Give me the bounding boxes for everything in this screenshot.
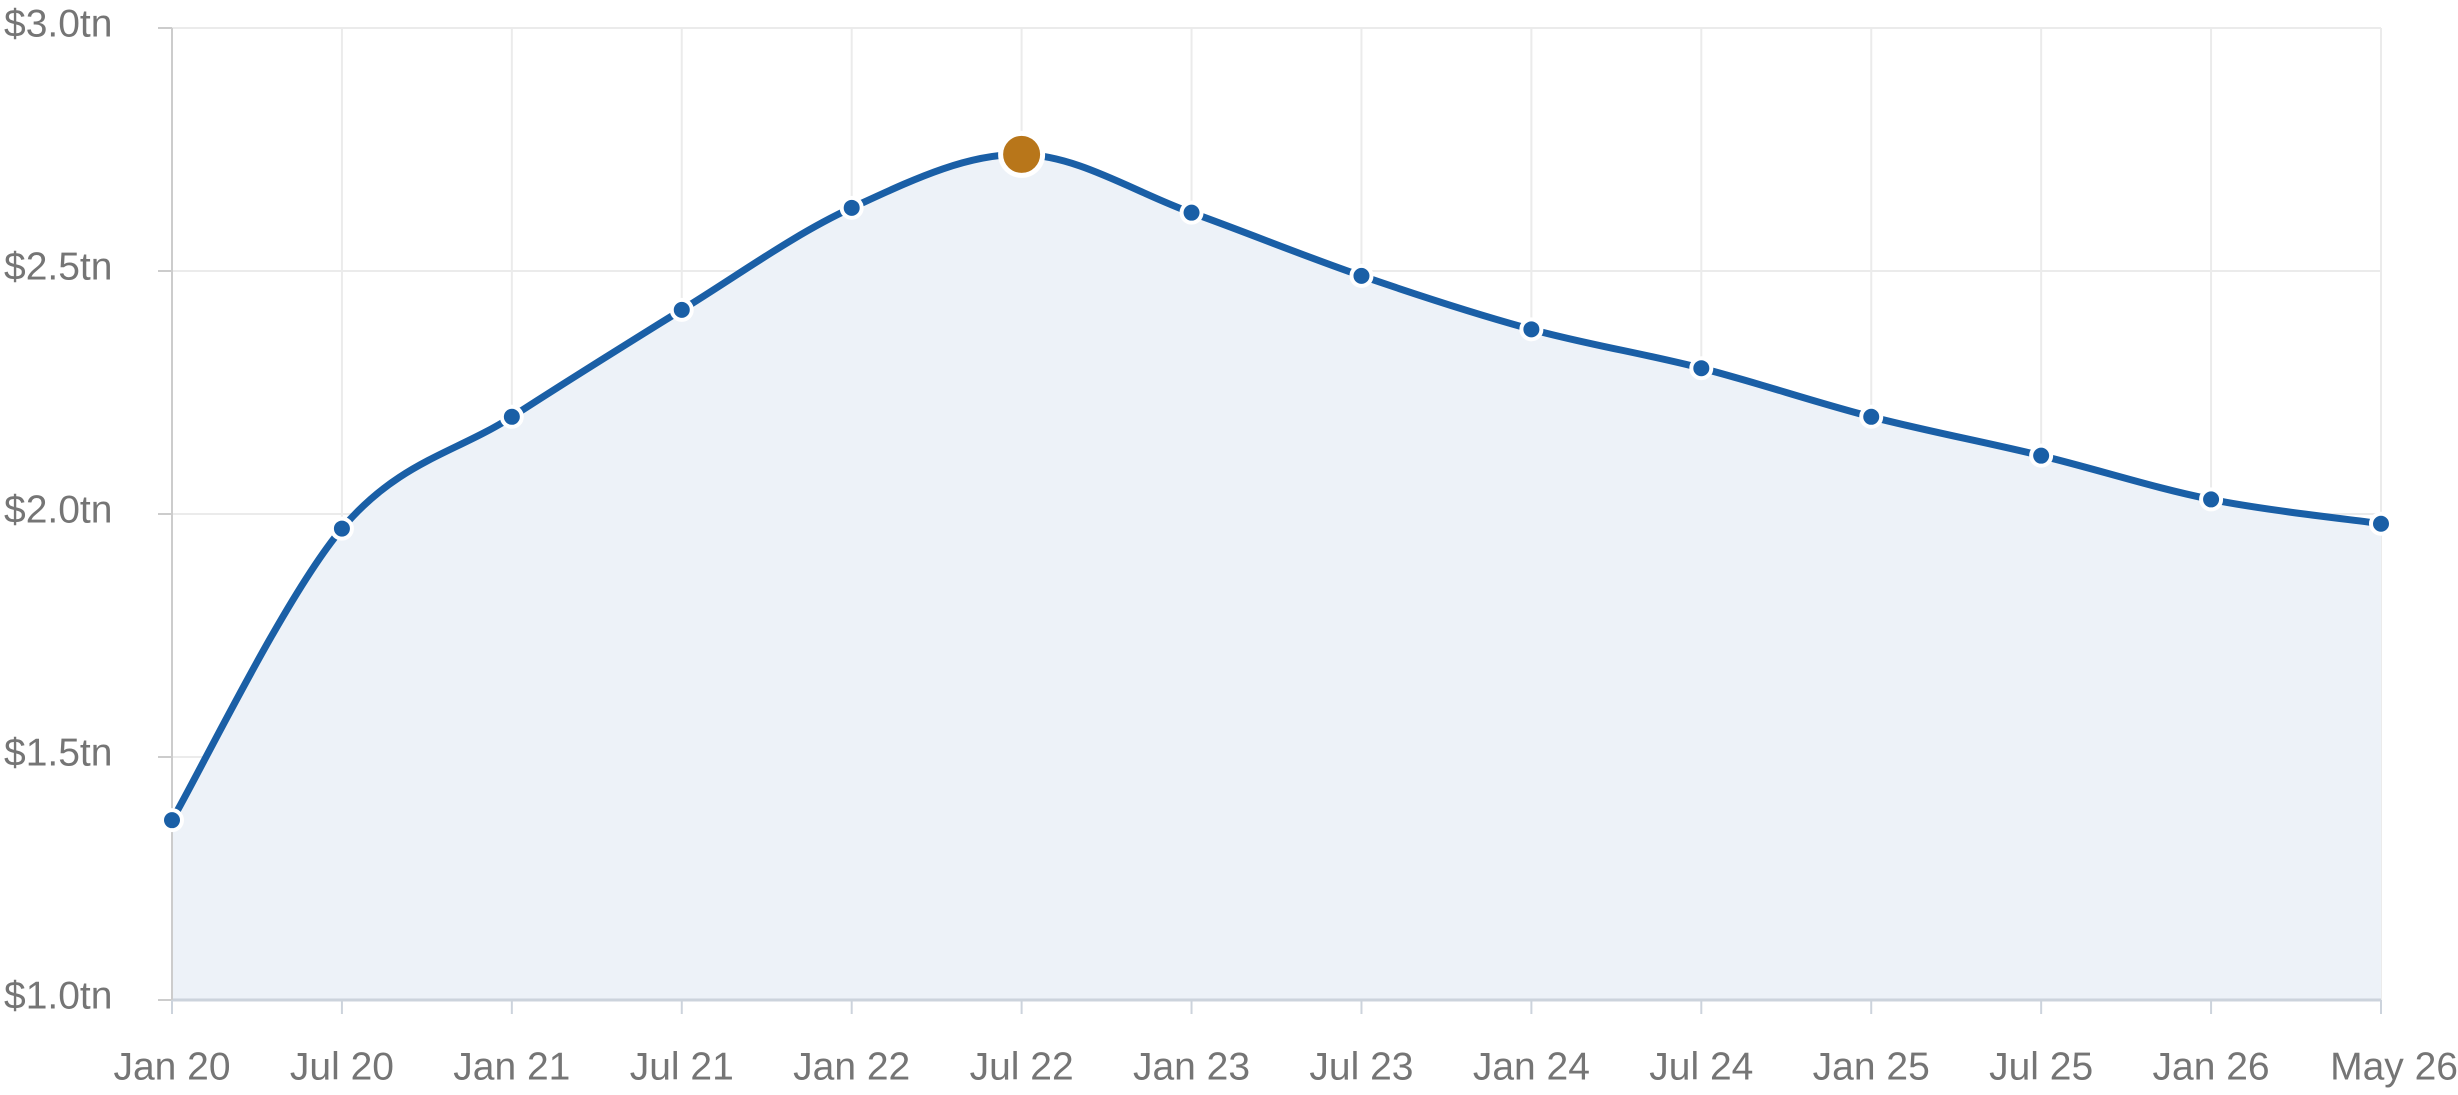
y-tick-label: $2.5tn (4, 245, 112, 288)
x-tick-label: Jul 23 (1309, 1045, 1413, 1088)
y-tick-label: $1.5tn (4, 731, 112, 774)
point (2029, 443, 2054, 468)
y-tick-label: $3.0tn (4, 2, 112, 45)
y-tick-label: $1.0tn (4, 974, 112, 1017)
x-tick-label: Jan 25 (1813, 1045, 1930, 1088)
point (839, 195, 864, 220)
highlight-point (998, 130, 1046, 178)
point (669, 297, 694, 322)
area (172, 154, 2381, 1001)
point (329, 516, 354, 541)
point (2199, 487, 2224, 512)
x-tick-label: Jul 21 (630, 1045, 734, 1088)
x-tick-label: Jan 26 (2153, 1045, 2270, 1088)
line (168, 150, 2382, 822)
x-tick-label: Jul 20 (290, 1045, 394, 1088)
x-tick-label: Jan 23 (1133, 1045, 1250, 1088)
x-tick-label: May 26 (2330, 1045, 2458, 1088)
x-tick-label: Jan 20 (113, 1045, 230, 1088)
y-tick-label: $2.0tn (4, 488, 112, 531)
x-tick-label: Jul 22 (970, 1045, 1074, 1088)
point (2369, 511, 2393, 536)
point (1689, 356, 1714, 381)
point (1519, 317, 1544, 342)
point (1349, 263, 1374, 288)
x-tick-label: Jul 24 (1649, 1045, 1753, 1088)
point (1179, 200, 1204, 225)
point (1859, 404, 1884, 429)
point (499, 404, 524, 429)
x-tick-label: Jan 24 (1473, 1045, 1590, 1088)
x-tick-label: Jan 21 (453, 1045, 570, 1088)
point (160, 808, 184, 833)
x-tick-label: Jul 25 (1989, 1045, 2093, 1088)
x-tick-label: Jan 22 (793, 1045, 910, 1088)
